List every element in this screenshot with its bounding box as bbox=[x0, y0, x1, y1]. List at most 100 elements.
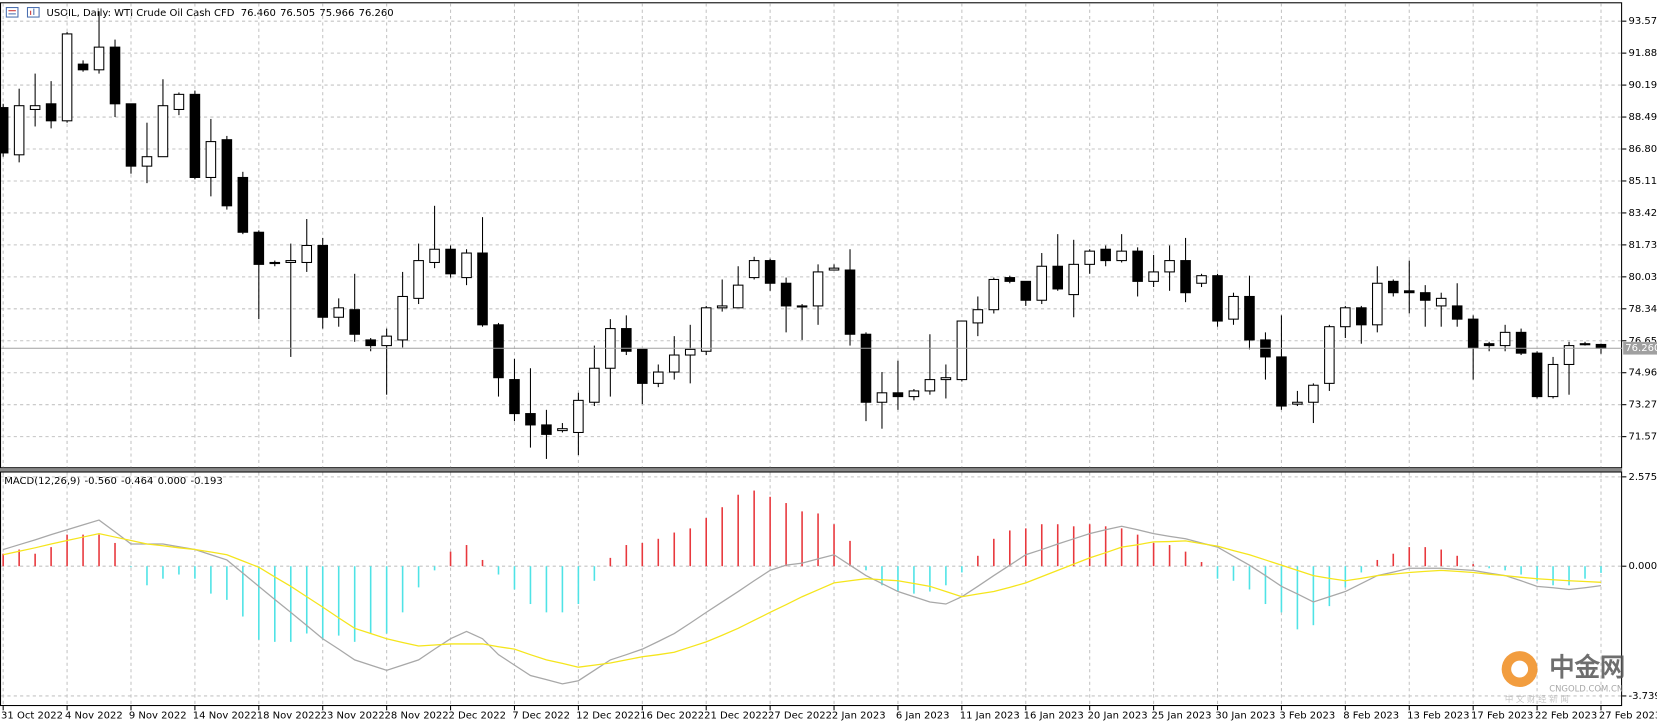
bull-candle bbox=[732, 284, 744, 309]
bear-candle bbox=[317, 244, 329, 318]
bear-candle bbox=[493, 324, 504, 379]
bull-candle bbox=[269, 261, 281, 265]
x-tick-label: 27 Feb 2023 bbox=[1599, 711, 1657, 721]
bull-candle bbox=[988, 278, 1000, 311]
bull-candle bbox=[301, 244, 313, 264]
bull-candle bbox=[1292, 401, 1303, 405]
bull-candle bbox=[1068, 263, 1079, 296]
bear-candle bbox=[1212, 275, 1223, 322]
bull-candle bbox=[413, 260, 424, 299]
y-tick-label: 81.731 bbox=[1628, 240, 1657, 251]
bear-candle bbox=[1403, 290, 1415, 294]
bull-candle bbox=[1579, 343, 1591, 346]
x-tick-label: 22 Feb 2023 bbox=[1535, 711, 1597, 721]
bear-candle bbox=[1515, 331, 1527, 354]
y-tick-label: 85.115 bbox=[1628, 176, 1657, 187]
x-tick-label: 27 Dec 2022 bbox=[768, 711, 832, 721]
y-tick-label: 2.575 bbox=[1628, 472, 1657, 483]
bear-candle bbox=[1451, 305, 1463, 320]
y-tick-label: 76.655 bbox=[1628, 336, 1657, 347]
x-tick-label: 2 Jan 2023 bbox=[832, 711, 886, 721]
signal-value: -0.464 bbox=[121, 476, 153, 487]
bear-candle bbox=[1132, 250, 1143, 282]
x-tick-label: 25 Jan 2023 bbox=[1151, 711, 1211, 721]
bear-candle bbox=[1595, 343, 1607, 349]
bear-candle bbox=[1020, 280, 1032, 301]
bull-candle bbox=[141, 156, 153, 167]
bull-candle bbox=[1563, 345, 1575, 366]
bear-candle bbox=[1483, 343, 1495, 347]
x-tick-label: 13 Feb 2023 bbox=[1407, 711, 1469, 721]
x-tick-label: 9 Nov 2022 bbox=[129, 711, 187, 721]
y-tick-label: 73.271 bbox=[1628, 400, 1657, 411]
bear-candle bbox=[221, 139, 233, 207]
header-close: 76.260 bbox=[359, 8, 394, 19]
bear-candle bbox=[541, 424, 552, 435]
bull-candle bbox=[1435, 297, 1447, 307]
symbol: USOIL, Daily: WTI Crude Oil Cash CFD bbox=[46, 8, 234, 19]
bear-candle bbox=[780, 282, 792, 307]
bull-candle bbox=[397, 295, 408, 341]
bull-candle bbox=[1116, 250, 1127, 262]
zero-value: 0.000 bbox=[158, 476, 187, 487]
bear-candle bbox=[1467, 318, 1479, 349]
header: USOIL, Daily: WTI Crude Oil Cash CFD 76.4… bbox=[46, 8, 393, 19]
last-price-label: 76.260 bbox=[1625, 343, 1657, 354]
bear-candle bbox=[0, 107, 9, 154]
histogram-value: -0.193 bbox=[190, 476, 222, 487]
y-tick-label: 90.191 bbox=[1628, 80, 1657, 91]
bull-candle bbox=[205, 141, 217, 179]
bear-candle bbox=[509, 379, 520, 415]
macd-value: -0.560 bbox=[85, 476, 117, 487]
bear-candle bbox=[45, 103, 57, 122]
logo-inner bbox=[1511, 660, 1529, 678]
site: CNGOLD.COM.CN bbox=[1549, 684, 1623, 694]
bear-candle bbox=[1276, 356, 1287, 407]
tagline: 中 文 财 经 新 闻 bbox=[1505, 694, 1569, 704]
bear-candle bbox=[1052, 265, 1064, 290]
bull-candle bbox=[589, 367, 600, 403]
bull-candle bbox=[716, 305, 728, 309]
y-tick-label: 71.579 bbox=[1628, 432, 1657, 443]
bear-candle bbox=[1004, 277, 1016, 282]
bear-candle bbox=[1387, 280, 1399, 294]
watermark: 中金网 CNGOLD.COM.CN 中 文 财 经 新 闻 bbox=[1501, 651, 1625, 704]
bear-candle bbox=[1100, 248, 1111, 262]
bear-candle bbox=[109, 46, 121, 105]
y-tick-label: -3.739 bbox=[1628, 691, 1657, 702]
x-tick-label: 12 Dec 2022 bbox=[576, 711, 640, 721]
brand: 中金网 bbox=[1549, 652, 1625, 682]
bear-candle bbox=[621, 328, 632, 352]
bear-candle bbox=[637, 348, 648, 384]
x-tick-label: 31 Oct 2022 bbox=[1, 711, 63, 721]
x-tick-label: 20 Jan 2023 bbox=[1088, 711, 1148, 721]
bear-candle bbox=[1531, 352, 1543, 398]
bull-candle bbox=[157, 105, 169, 158]
bull-candle bbox=[748, 260, 760, 279]
bull-candle bbox=[876, 392, 888, 403]
x-tick-label: 21 Dec 2022 bbox=[704, 711, 768, 721]
x-tick-label: 11 Jan 2023 bbox=[960, 711, 1020, 721]
bull-candle bbox=[285, 260, 297, 264]
bull-candle bbox=[461, 252, 472, 279]
bull-candle bbox=[668, 354, 680, 373]
signal-line bbox=[3, 532, 1602, 668]
x-tick-label: 2 Dec 2022 bbox=[448, 711, 506, 721]
x-tick-label: 30 Jan 2023 bbox=[1215, 711, 1275, 721]
bull-candle bbox=[1340, 307, 1351, 328]
x-tick-label: 14 Nov 2022 bbox=[193, 711, 257, 721]
x-tick-label: 23 Nov 2022 bbox=[321, 711, 385, 721]
y-tick-label: 83.423 bbox=[1628, 208, 1657, 219]
bull-candle bbox=[940, 377, 952, 381]
main-frame bbox=[0, 2, 1623, 469]
bull-candle bbox=[796, 305, 808, 308]
bear-candle bbox=[525, 413, 536, 426]
bull-candle bbox=[684, 348, 696, 356]
bear-candle bbox=[77, 63, 89, 71]
header-icons bbox=[5, 7, 40, 18]
y-tick-label: 93.575 bbox=[1628, 16, 1657, 27]
last-price-box bbox=[1623, 341, 1657, 355]
bull-candle bbox=[1196, 275, 1207, 284]
